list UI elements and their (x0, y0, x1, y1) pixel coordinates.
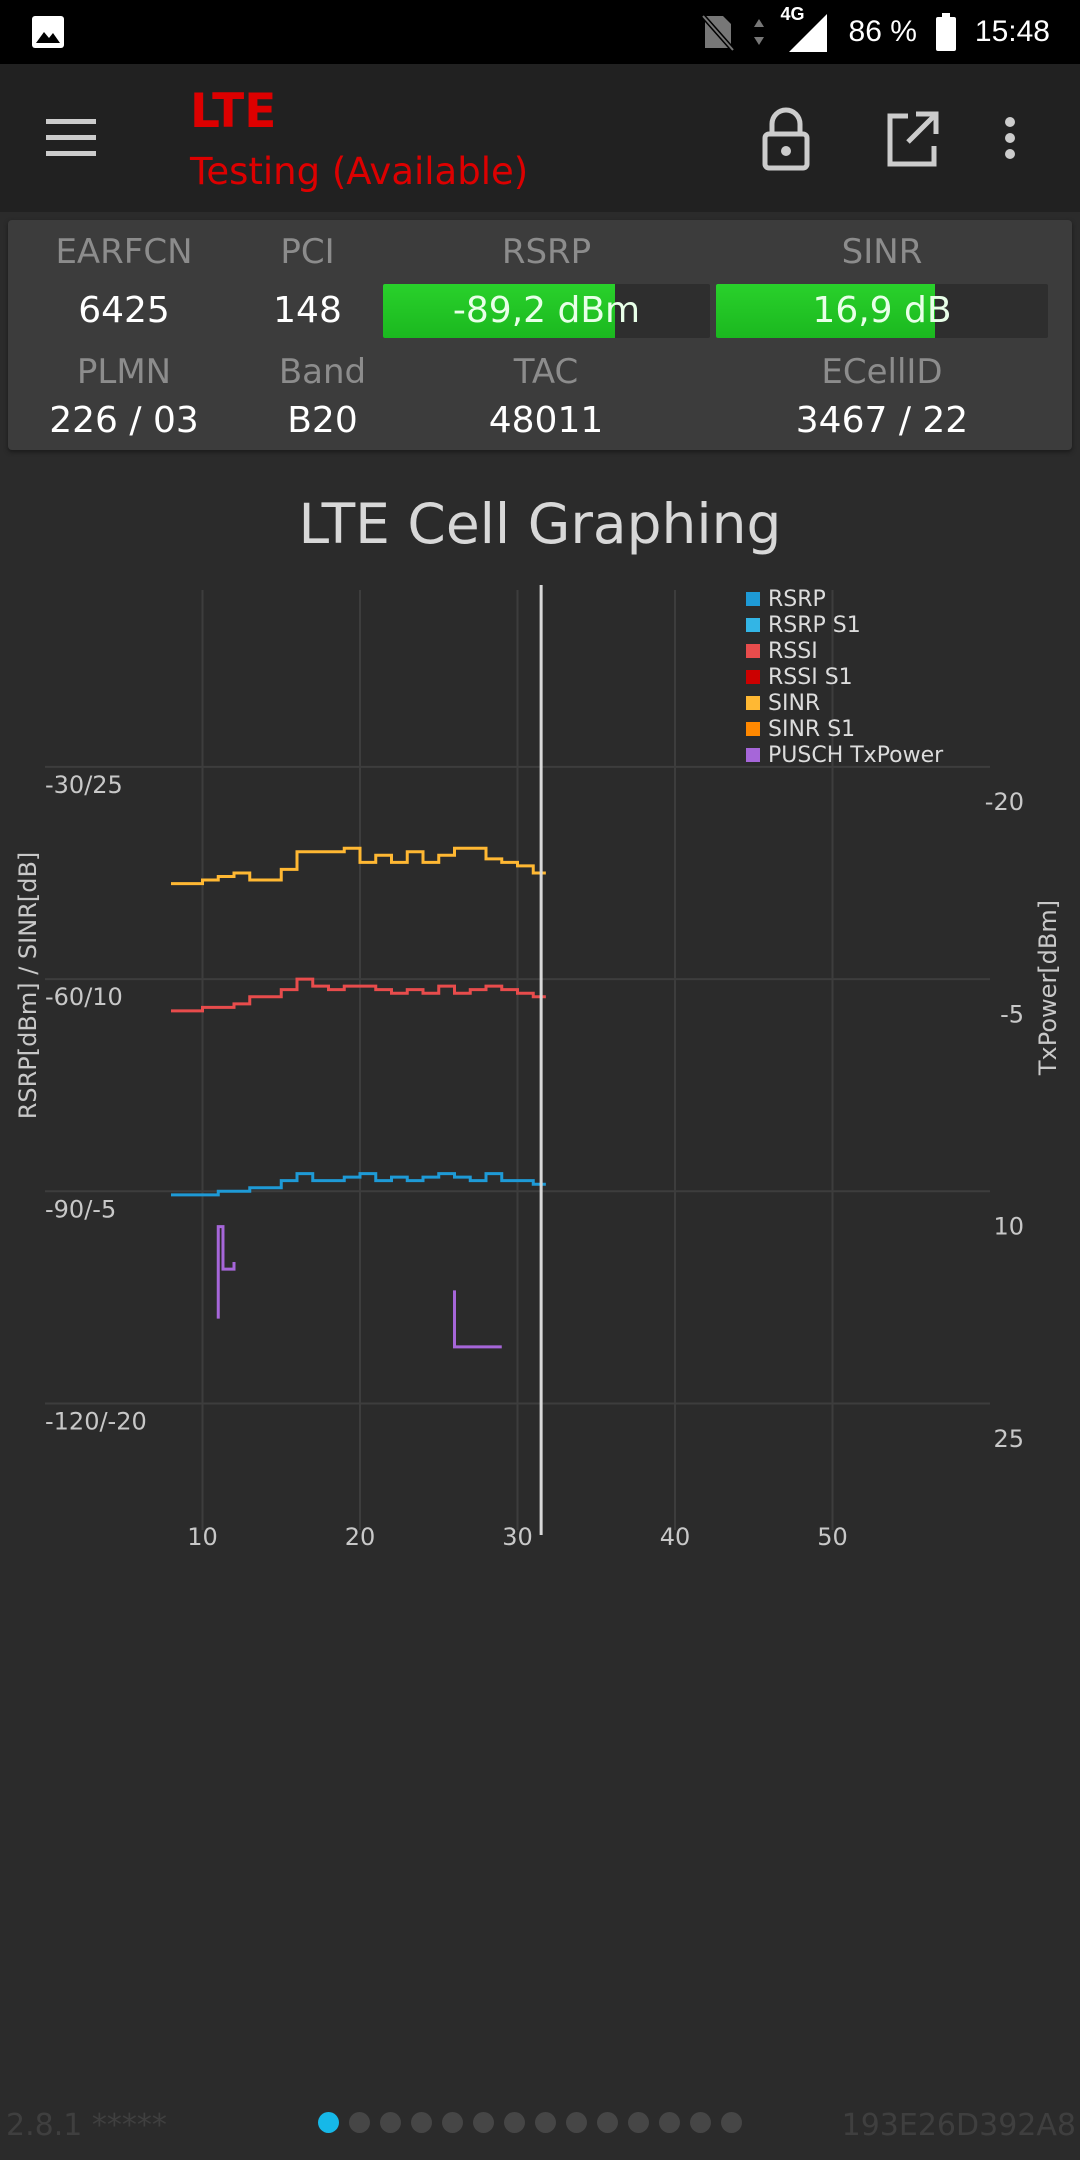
y2-tick-label: -20 (985, 788, 1024, 816)
legend-label: RSRP (768, 587, 826, 612)
page-dot[interactable] (349, 2112, 370, 2133)
lte-cell-chart[interactable]: 10 20 30 40 50 -30/25 -60/10 -90/-5 -120/-20 -20 -… (0, 570, 1080, 1570)
y-tick-label: -60/10 (45, 983, 123, 1011)
legend-label: SINR (768, 691, 820, 716)
page-dot[interactable] (380, 2112, 401, 2133)
app-toolbar: LTE Testing (Available) (0, 64, 1080, 212)
clock: 15:48 (974, 15, 1050, 48)
x-tick-label: 30 (502, 1523, 533, 1551)
series-rssi-line (171, 977, 546, 1013)
page-dot[interactable] (535, 2112, 556, 2133)
pci-label: PCI (280, 232, 335, 272)
chart-title: LTE Cell Graphing (298, 492, 782, 556)
page-dot[interactable] (318, 2112, 339, 2133)
y-axis-label: RSRP[dBm] / SINR[dB] (14, 852, 42, 1120)
sinr-label: SINR (841, 232, 923, 272)
band-value: B20 (287, 400, 358, 441)
legend-swatch (746, 592, 760, 606)
rsrp-bar: -89,2 dBm (383, 284, 710, 338)
rsrp-bar-fill (383, 284, 616, 338)
tac-label: TAC (513, 352, 579, 392)
x-tick-label: 50 (817, 1523, 848, 1551)
band-label: Band (278, 352, 367, 392)
battery-level: 86 % (848, 15, 917, 48)
legend-label: RSSI (768, 639, 818, 664)
sinr-value: 16,9 dB (812, 290, 952, 331)
page-dot[interactable] (504, 2112, 525, 2133)
legend-label: RSSI S1 (768, 665, 853, 690)
page-title: LTE (190, 84, 277, 139)
legend-label: PUSCH TxPower (768, 743, 944, 768)
series-sinr-line (171, 846, 546, 886)
page-dot[interactable] (597, 2112, 618, 2133)
legend-label: SINR S1 (768, 717, 855, 742)
network-type: 4G (780, 4, 805, 24)
x-tick-label: 10 (187, 1523, 218, 1551)
earfcn-label: EARFCN (55, 232, 193, 272)
app-version: 2.8.1 ***** (6, 2108, 167, 2143)
no-sim-icon (700, 12, 735, 52)
tac-value: 48011 (488, 400, 604, 441)
page-dot[interactable] (566, 2112, 587, 2133)
page-indicator (318, 2112, 742, 2133)
series-pusch-txpower-line (453, 1290, 502, 1349)
image-icon (30, 14, 66, 54)
legend-swatch (746, 618, 760, 632)
page-dot[interactable] (628, 2112, 649, 2133)
legend-swatch (746, 644, 760, 658)
page-dot[interactable] (659, 2112, 680, 2133)
legend-swatch (746, 748, 760, 762)
legend-label: RSRP S1 (768, 613, 861, 638)
sinr-bar-fill (716, 284, 936, 338)
open-external-icon[interactable] (882, 104, 942, 176)
pci-value: 148 (273, 290, 342, 331)
y-tick-label: -120/-20 (45, 1408, 147, 1436)
data-arrows-icon (753, 17, 765, 47)
sinr-bar: 16,9 dB (716, 284, 1048, 338)
y2-tick-label: 25 (993, 1425, 1024, 1453)
rsrp-label: RSRP (501, 232, 592, 272)
page-dot[interactable] (473, 2112, 494, 2133)
page-dot[interactable] (690, 2112, 711, 2133)
signal-icon: 4G (781, 4, 831, 54)
lock-icon[interactable] (756, 104, 816, 176)
page-dot[interactable] (442, 2112, 463, 2133)
legend-swatch (746, 670, 760, 684)
page-subtitle: Testing (Available) (190, 150, 529, 193)
status-bar: 4G 86 % 15:48 (0, 0, 1080, 64)
plmn-value: 226 / 03 (49, 400, 199, 441)
x-tick-label: 20 (345, 1523, 376, 1551)
x-tick-label: 40 (660, 1523, 691, 1551)
y2-axis-label: TxPower[dBm] (1034, 900, 1062, 1076)
battery-icon (935, 12, 957, 52)
legend-swatch (746, 722, 760, 736)
menu-icon[interactable] (44, 114, 100, 162)
series-rsrp-line (171, 1172, 546, 1197)
legend-swatch (746, 696, 760, 710)
cell-info-panel: EARFCN PCI RSRP SINR 6425 148 -89,2 dBm … (8, 220, 1072, 450)
y-tick-label: -90/-5 (45, 1195, 116, 1223)
earfcn-value: 6425 (78, 290, 170, 331)
page-dot[interactable] (411, 2112, 432, 2133)
ecellid-label: ECellID (821, 352, 943, 392)
series-pusch-txpower-line (216, 1225, 236, 1319)
rsrp-value: -89,2 dBm (452, 290, 641, 331)
y2-tick-label: 10 (993, 1213, 1024, 1241)
page-dot[interactable] (721, 2112, 742, 2133)
plmn-label: PLMN (76, 352, 172, 392)
y2-tick-label: -5 (1000, 1000, 1024, 1028)
device-id: 193E26D392A8 (841, 2108, 1076, 2143)
ecellid-value: 3467 / 22 (795, 400, 969, 441)
y-tick-label: -30/25 (45, 771, 123, 799)
more-vert-icon[interactable] (1000, 104, 1020, 176)
